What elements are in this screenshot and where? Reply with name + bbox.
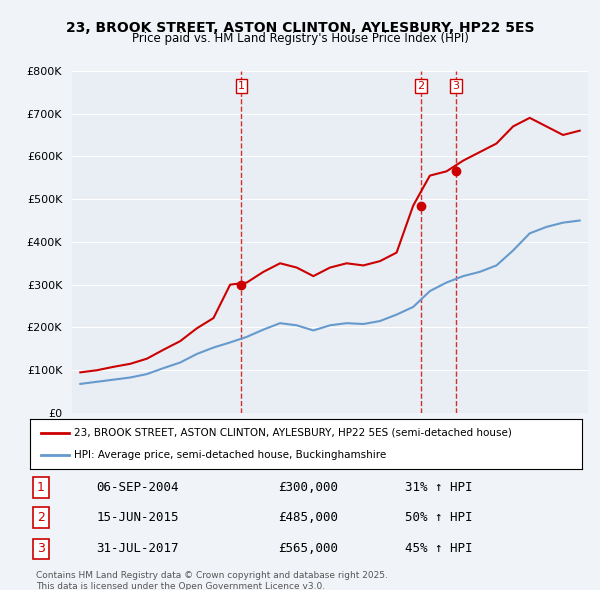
- Text: HPI: Average price, semi-detached house, Buckinghamshire: HPI: Average price, semi-detached house,…: [74, 450, 386, 460]
- Text: 23, BROOK STREET, ASTON CLINTON, AYLESBURY, HP22 5ES: 23, BROOK STREET, ASTON CLINTON, AYLESBU…: [66, 21, 534, 35]
- Text: 1: 1: [238, 81, 245, 91]
- Text: £565,000: £565,000: [278, 542, 338, 555]
- Text: 45% ↑ HPI: 45% ↑ HPI: [406, 542, 473, 555]
- Text: 2: 2: [417, 81, 424, 91]
- Text: 15-JUN-2015: 15-JUN-2015: [96, 511, 179, 525]
- Text: 31-JUL-2017: 31-JUL-2017: [96, 542, 179, 555]
- Text: 23, BROOK STREET, ASTON CLINTON, AYLESBURY, HP22 5ES (semi-detached house): 23, BROOK STREET, ASTON CLINTON, AYLESBU…: [74, 428, 512, 438]
- Text: 3: 3: [37, 542, 45, 555]
- Text: 2: 2: [37, 511, 45, 525]
- Text: 06-SEP-2004: 06-SEP-2004: [96, 481, 179, 494]
- Text: 1: 1: [37, 481, 45, 494]
- Text: £300,000: £300,000: [278, 481, 338, 494]
- Text: 31% ↑ HPI: 31% ↑ HPI: [406, 481, 473, 494]
- Text: 50% ↑ HPI: 50% ↑ HPI: [406, 511, 473, 525]
- Text: Contains HM Land Registry data © Crown copyright and database right 2025.
This d: Contains HM Land Registry data © Crown c…: [36, 571, 388, 590]
- Text: 3: 3: [452, 81, 460, 91]
- Text: £485,000: £485,000: [278, 511, 338, 525]
- Text: Price paid vs. HM Land Registry's House Price Index (HPI): Price paid vs. HM Land Registry's House …: [131, 32, 469, 45]
